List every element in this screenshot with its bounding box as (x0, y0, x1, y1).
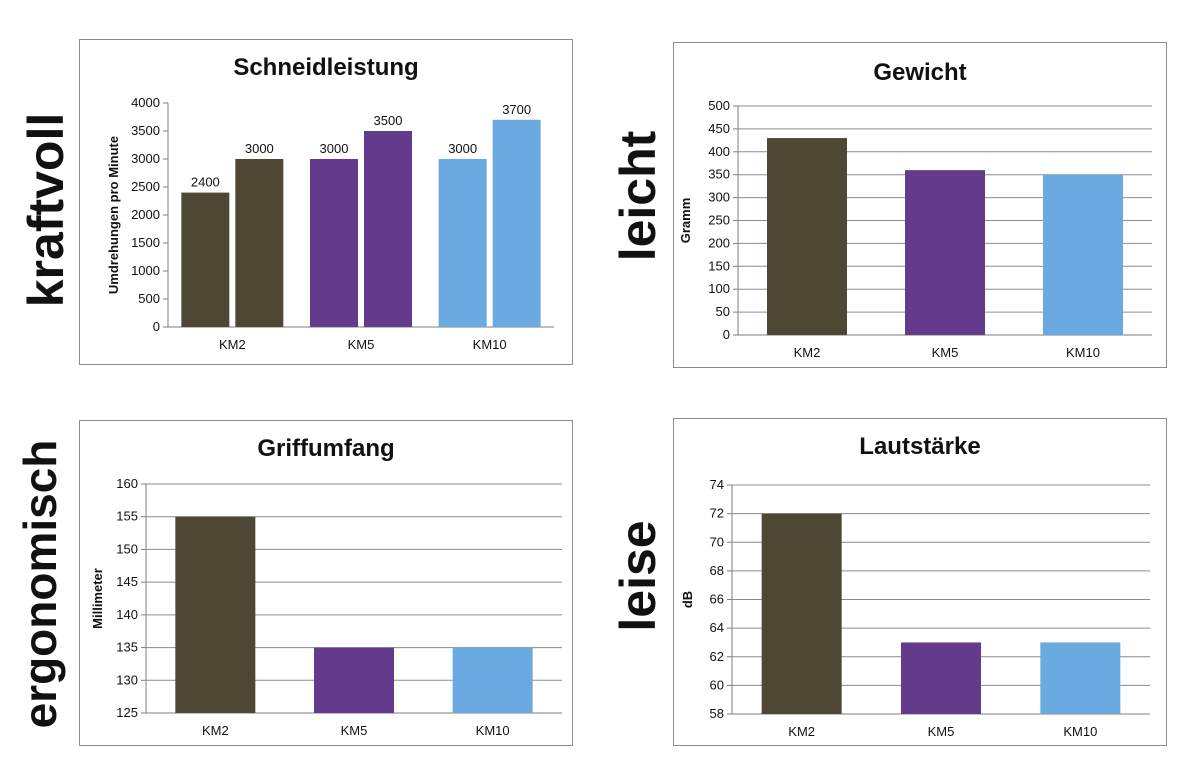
y-tick-label: 250 (708, 213, 730, 228)
y-tick-label: 2000 (131, 207, 160, 222)
x-tick-label: KM5 (932, 345, 959, 360)
y-tick-label: 100 (708, 281, 730, 296)
chart-panel-griffumfang: Griffumfang 125 130 135 140 145 150 155 160 Mill… (79, 420, 573, 746)
y-tick-label: 58 (710, 706, 724, 721)
y-tick-label: 3500 (131, 123, 160, 138)
bar-km5 (901, 642, 981, 714)
bar-km2 (761, 513, 842, 714)
x-tick-label: KM2 (202, 723, 229, 738)
y-tick-label: 1000 (131, 263, 160, 278)
y-tick-label: 3000 (131, 151, 160, 166)
y-tick-label: 66 (710, 592, 724, 607)
y-tick-label: 50 (716, 304, 730, 319)
chart-panel-schneidleistung: Schneidleistung 0 500 1000 1500 2000 2500 3000… (79, 39, 573, 365)
bar-km10 (452, 647, 533, 713)
y-axis-label: Gramm (678, 198, 693, 244)
chart-panel-lautstaerke: Lautstärke 58 60 62 64 66 68 70 72 74 dB KM2 KM5 KM1… (673, 418, 1167, 746)
x-tick-label: KM10 (473, 337, 507, 352)
bar-km10 (1040, 642, 1121, 714)
y-tick-label: 150 (116, 541, 138, 556)
y-tick-label: 150 (708, 258, 730, 273)
y-tick-label: 145 (116, 574, 138, 589)
data-label: 3000 (448, 141, 477, 156)
y-tick-label: 500 (708, 98, 730, 113)
chart-plot: 0 500 1000 1500 2000 2500 3000 3500 4000 Umdrehun… (106, 95, 554, 352)
y-tick-label: 0 (153, 319, 160, 334)
chart-title: Griffumfang (257, 435, 395, 462)
x-tick-label: KM2 (794, 345, 821, 360)
x-tick-label: KM5 (341, 723, 368, 738)
data-label: 3000 (320, 141, 349, 156)
y-tick-label: 500 (138, 291, 160, 306)
x-tick-label: KM5 (928, 724, 955, 739)
bar-km2-2 (235, 159, 284, 327)
y-tick-label: 2500 (131, 179, 160, 194)
bar-km5-1 (310, 159, 358, 327)
chart-title: Gewicht (873, 59, 967, 86)
side-label-ergonomisch: ergonomisch (14, 439, 66, 729)
y-tick-label: 130 (116, 672, 138, 687)
y-tick-label: 64 (710, 620, 724, 635)
data-label: 3500 (374, 113, 403, 128)
data-label: 3700 (502, 102, 531, 117)
y-tick-label: 1500 (131, 235, 160, 250)
bar-km10 (1043, 174, 1123, 335)
data-label: 2400 (191, 175, 220, 190)
y-tick-label: 60 (710, 677, 724, 692)
bar-km10-2 (492, 119, 541, 327)
y-tick-label: 350 (708, 167, 730, 182)
y-tick-label: 74 (710, 477, 724, 492)
side-label-leicht: leicht (610, 130, 666, 262)
y-tick-label: 400 (708, 144, 730, 159)
y-axis-label: Umdrehungen pro Minute (106, 136, 121, 294)
chart-title: Lautstärke (859, 433, 981, 460)
bar-km10-1 (438, 159, 487, 327)
bar-km2 (175, 516, 256, 713)
y-tick-label: 125 (116, 705, 138, 720)
y-tick-label: 155 (116, 509, 138, 524)
bar-km5 (314, 647, 394, 713)
y-tick-label: 160 (116, 476, 138, 491)
y-tick-label: 4000 (131, 95, 160, 110)
y-tick-label: 68 (710, 563, 724, 578)
x-tick-label: KM10 (1066, 345, 1100, 360)
bar-km2 (767, 138, 847, 335)
x-tick-label: KM2 (219, 337, 246, 352)
y-tick-label: 62 (710, 649, 724, 664)
y-tick-label: 135 (116, 640, 138, 655)
side-label-leise: leise (610, 520, 666, 632)
bar-km5 (905, 170, 985, 335)
chart-plot: 58 60 62 64 66 68 70 72 74 dB KM2 KM5 KM10 (680, 477, 1150, 739)
y-tick-label: 0 (723, 327, 730, 342)
data-label: 3000 (245, 141, 274, 156)
y-axis-label: Millimeter (90, 568, 105, 629)
y-tick-label: 300 (708, 190, 730, 205)
x-tick-label: KM10 (476, 723, 510, 738)
bar-km5-2 (364, 131, 412, 327)
side-label-kraftvoll: kraftvoll (18, 112, 74, 308)
x-tick-label: KM2 (788, 724, 815, 739)
chart-panel-gewicht: Gewicht 0 50 100 150 200 250 300 350 400 450 500 Gr… (673, 42, 1167, 368)
bar-km2-1 (181, 192, 230, 327)
y-axis-label: dB (680, 591, 695, 608)
x-tick-label: KM10 (1063, 724, 1097, 739)
y-tick-label: 140 (116, 607, 138, 622)
y-tick-label: 70 (710, 534, 724, 549)
chart-plot: 125 130 135 140 145 150 155 160 Millimeter KM2 KM5… (90, 476, 562, 738)
chart-title: Schneidleistung (233, 54, 419, 81)
y-tick-label: 200 (708, 235, 730, 250)
y-tick-label: 450 (708, 121, 730, 136)
x-tick-label: KM5 (348, 337, 375, 352)
chart-plot: 0 50 100 150 200 250 300 350 400 450 500 Gramm KM2 KM… (678, 98, 1152, 360)
y-tick-label: 72 (710, 506, 724, 521)
